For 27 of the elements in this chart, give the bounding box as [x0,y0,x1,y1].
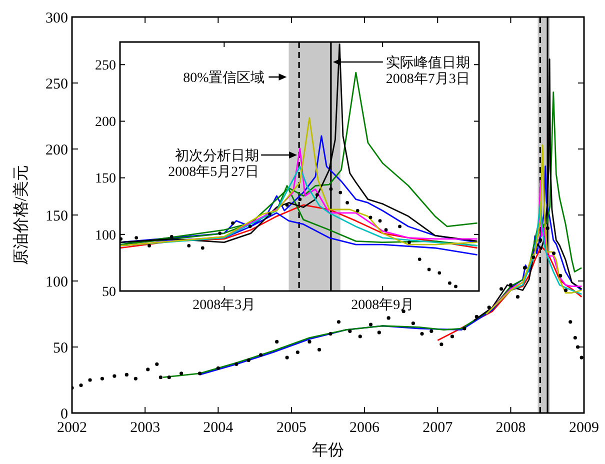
x-tick-label: 2004 [203,420,234,436]
y-tick-label: 50 [102,284,116,300]
y-tick-label: 250 [46,76,68,92]
band-label: 80%置信区域 [183,70,265,86]
x-tick-label: 2006 [350,420,380,436]
x-tick-label: 2008年3月 [192,297,256,313]
y-tick-label: 250 [95,58,116,74]
ref-line-label: 实际峰值日期 2008年7月3日 [386,55,470,88]
x-tick-label: 2008年9月 [351,297,414,313]
x-tick-label: 2003 [130,420,160,436]
y-tick-label: 0 [60,406,68,422]
x-tick-label: 2008 [496,420,526,436]
x-axis-title: 年份 [312,442,344,459]
y-tick-label: 100 [46,274,68,290]
x-tick-label: 2009 [569,420,599,436]
y-tick-label: 300 [46,10,68,26]
y-axis-title: 原油价格/美元 [12,164,30,266]
x-tick-label: 2007 [422,420,454,436]
y-tick-label: 150 [46,208,68,224]
x-tick-label: 2002 [57,420,87,436]
y-tick-label: 50 [53,340,68,356]
y-tick-label: 200 [95,115,116,130]
x-tick-label: 2005 [276,420,306,436]
ref-line-label: 初次分析日期 2008年5月27日 [168,148,260,180]
y-tick-label: 150 [95,172,116,187]
y-tick-label: 100 [95,228,116,244]
y-tick-label: 200 [46,142,68,158]
